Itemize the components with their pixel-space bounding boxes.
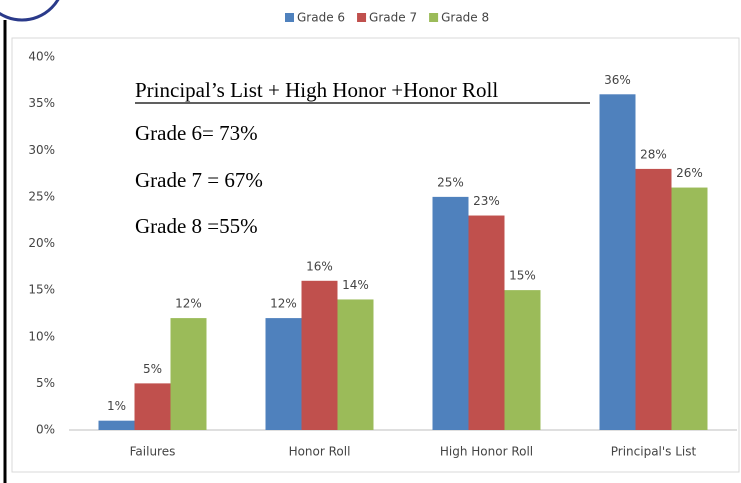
x-tick-label: Failures — [130, 445, 176, 459]
y-tick-label: 25% — [28, 189, 55, 203]
data-label: 14% — [342, 278, 369, 292]
y-tick-label: 20% — [28, 236, 55, 250]
y-tick-label: 40% — [28, 50, 55, 64]
data-label: 16% — [306, 259, 333, 273]
data-label: 12% — [270, 297, 297, 311]
data-label: 12% — [175, 297, 202, 311]
data-label: 25% — [437, 175, 464, 189]
x-tick-label: High Honor Roll — [440, 445, 533, 459]
legend-swatch — [357, 13, 367, 22]
bar — [337, 299, 374, 430]
y-tick-label: 10% — [28, 329, 55, 343]
data-label: 1% — [107, 399, 126, 413]
annotation: Grade 7 = 67% — [135, 168, 263, 192]
bar — [504, 290, 541, 430]
bar — [635, 168, 672, 430]
legend-label: Grade 6 — [297, 11, 345, 25]
y-tick-label: 0% — [36, 423, 55, 437]
y-tick-label: 30% — [28, 143, 55, 157]
logo — [0, 0, 60, 22]
x-tick-label: Honor Roll — [289, 445, 351, 459]
y-tick-label: 35% — [28, 96, 55, 110]
bar — [432, 196, 469, 430]
bar — [98, 420, 135, 430]
bar — [599, 94, 636, 431]
bar — [468, 215, 505, 430]
bar — [265, 318, 302, 430]
bar — [671, 187, 708, 430]
data-label: 5% — [143, 362, 162, 376]
legend-label: Grade 7 — [369, 11, 417, 25]
annotation: Grade 6= 73% — [135, 121, 258, 145]
bar — [170, 318, 207, 430]
legend-label: Grade 8 — [441, 11, 489, 25]
data-label: 36% — [604, 73, 631, 87]
data-label: 28% — [640, 147, 667, 161]
data-label: 15% — [509, 269, 536, 283]
x-tick-label: Principal's List — [611, 445, 697, 459]
annotation: Grade 8 =55% — [135, 214, 258, 238]
y-tick-label: 5% — [36, 376, 55, 390]
legend-swatch — [429, 13, 439, 22]
chart-frame — [11, 37, 740, 473]
bar — [301, 280, 338, 430]
data-label: 26% — [676, 166, 703, 180]
annotation-heading: Principal’s List + High Honor +Honor Rol… — [135, 78, 498, 102]
y-tick-label: 15% — [28, 283, 55, 297]
bar — [134, 383, 171, 430]
data-label: 23% — [473, 194, 500, 208]
legend-swatch — [285, 13, 294, 22]
